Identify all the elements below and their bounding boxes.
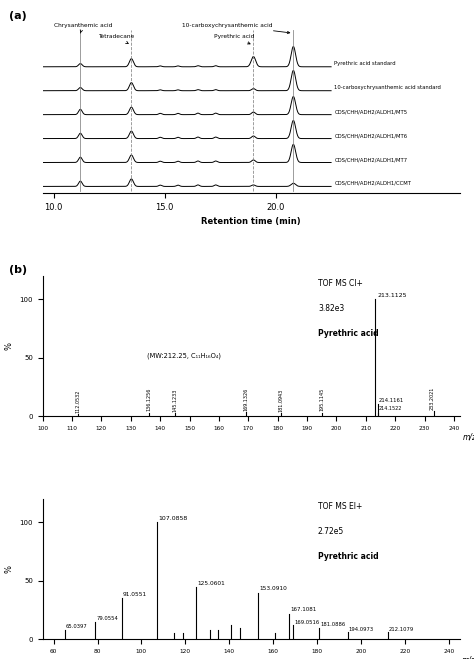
X-axis label: Retention time (min): Retention time (min): [201, 217, 301, 226]
Text: 169.0516: 169.0516: [294, 619, 319, 625]
Text: TOF MS CI+: TOF MS CI+: [318, 279, 363, 288]
Text: Pyrethric acid standard: Pyrethric acid standard: [335, 61, 396, 67]
Text: 233.2021: 233.2021: [430, 387, 435, 410]
Text: Tetradecane: Tetradecane: [98, 34, 134, 43]
Text: 65.0397: 65.0397: [65, 624, 87, 629]
Text: CDS/CHH/ADH2/ALDH1/MT5: CDS/CHH/ADH2/ALDH1/MT5: [335, 109, 408, 114]
Text: 181.0943: 181.0943: [278, 389, 283, 412]
Text: 136.1256: 136.1256: [146, 388, 151, 411]
Text: Pyrethric acid: Pyrethric acid: [318, 329, 379, 338]
Text: 194.0973: 194.0973: [349, 627, 374, 631]
Text: Pyrethric acid: Pyrethric acid: [213, 34, 254, 44]
Text: 3.82e3: 3.82e3: [318, 304, 344, 313]
Text: 214.1522: 214.1522: [379, 407, 402, 411]
Text: 214.1161: 214.1161: [379, 398, 404, 403]
Text: (b): (b): [9, 265, 27, 275]
Text: Pyrethric acid: Pyrethric acid: [318, 552, 379, 561]
Text: 91.0551: 91.0551: [123, 592, 147, 597]
Text: (MW:212.25, C₁₁H₁₆O₄): (MW:212.25, C₁₁H₁₆O₄): [146, 352, 221, 358]
Text: 10-carboxychrysanthemic acid: 10-carboxychrysanthemic acid: [182, 22, 290, 34]
Text: (a): (a): [9, 11, 27, 21]
Text: 212.1079: 212.1079: [389, 627, 414, 631]
Text: 10-carboxychrysanthemic acid standard: 10-carboxychrysanthemic acid standard: [335, 85, 441, 90]
Text: CDS/CHH/ADH2/ALDH1/CCMT: CDS/CHH/ADH2/ALDH1/CCMT: [335, 181, 411, 186]
Text: 153.0910: 153.0910: [259, 587, 287, 591]
Text: 2.72e5: 2.72e5: [318, 527, 344, 536]
Text: 125.0601: 125.0601: [198, 581, 225, 586]
Text: 213.1125: 213.1125: [377, 293, 407, 297]
Y-axis label: %: %: [5, 565, 14, 573]
Text: Chrysanthemic acid: Chrysanthemic acid: [54, 22, 112, 33]
Text: m/z: m/z: [463, 432, 474, 442]
Text: 79.0554: 79.0554: [96, 616, 118, 621]
Text: TOF MS EI+: TOF MS EI+: [318, 502, 362, 511]
Text: 145.1233: 145.1233: [173, 389, 178, 412]
Text: m/z: m/z: [462, 656, 474, 659]
Text: 167.1081: 167.1081: [290, 608, 316, 612]
Text: 169.1326: 169.1326: [243, 387, 248, 411]
Text: 112.0532: 112.0532: [75, 389, 81, 413]
Text: CDS/CHH/ADH2/ALDH1/MT6: CDS/CHH/ADH2/ALDH1/MT6: [335, 133, 408, 138]
Text: 181.0886: 181.0886: [320, 622, 346, 627]
Y-axis label: %: %: [5, 342, 14, 350]
Text: 195.1145: 195.1145: [319, 388, 325, 411]
Text: 107.0858: 107.0858: [159, 516, 188, 521]
Text: CDS/CHH/ADH2/ALDH1/MT7: CDS/CHH/ADH2/ALDH1/MT7: [335, 157, 408, 162]
